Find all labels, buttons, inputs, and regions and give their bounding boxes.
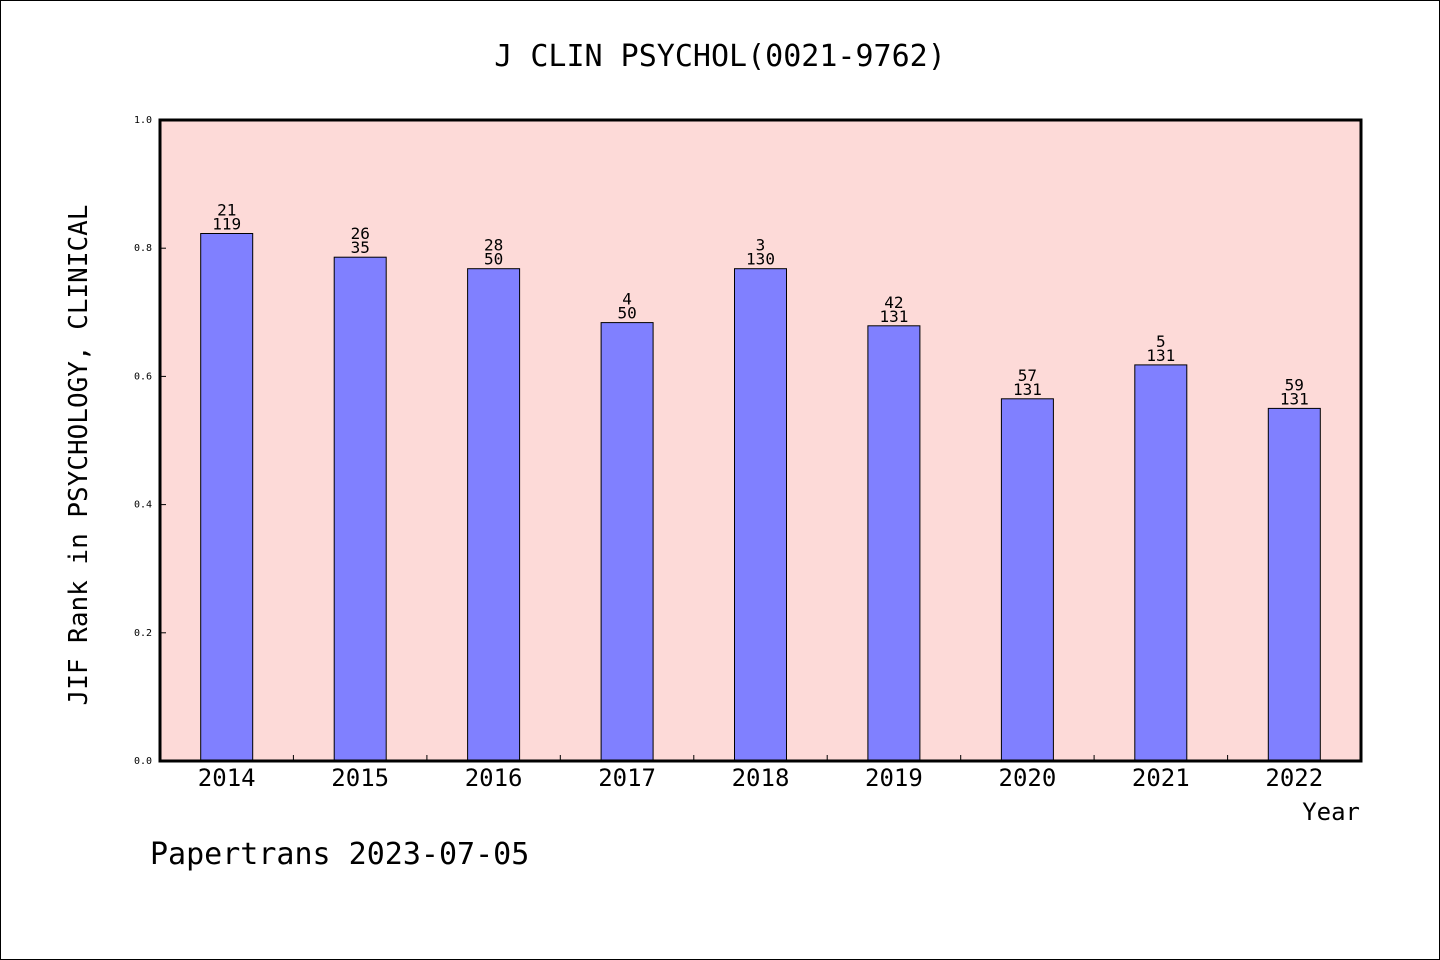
plot-frame xyxy=(158,118,1363,763)
y-tick-label: 0.2 xyxy=(134,628,152,639)
x-tick-label: 2022 xyxy=(1265,764,1323,792)
bar-2016 xyxy=(467,268,521,762)
chart-title: J CLIN PSYCHOL(0021-9762) xyxy=(494,39,946,74)
bar-2018 xyxy=(734,268,787,762)
bar-label-rank: 26 xyxy=(351,224,370,243)
bar-2022 xyxy=(1267,407,1321,762)
bar-label-rank: 57 xyxy=(1018,366,1037,385)
bar-label-rank: 4 xyxy=(622,290,632,309)
bar-label-rank: 28 xyxy=(484,236,503,255)
x-axis-label: Year xyxy=(1302,798,1360,826)
y-axis-label: JIF Rank in PSYCHOLOGY, CLINICAL xyxy=(64,205,94,706)
x-tick-label: 2020 xyxy=(999,764,1057,792)
bar-2019 xyxy=(867,325,921,762)
bar-label-total: 131 xyxy=(879,307,908,326)
x-tick-label: 2017 xyxy=(598,764,656,792)
y-tick-label: 0.4 xyxy=(134,500,152,511)
bar-2020 xyxy=(1000,398,1054,762)
bar-label-total: 131 xyxy=(1013,380,1042,399)
bar-2021 xyxy=(1134,364,1188,762)
bar-label-total: 50 xyxy=(617,304,636,323)
x-tick-label: 2015 xyxy=(331,764,389,792)
y-tick-label: 1.0 xyxy=(134,115,152,126)
y-tick-label: 0.8 xyxy=(134,243,152,254)
y-tick-label: 0.0 xyxy=(134,756,152,767)
bar-2015 xyxy=(333,256,387,762)
x-tick-label: 2014 xyxy=(198,764,256,792)
bar-label-rank: 59 xyxy=(1285,375,1304,394)
bar-label-total: 131 xyxy=(1280,389,1309,408)
bar-2014 xyxy=(200,233,254,762)
x-tick-label: 2019 xyxy=(865,764,923,792)
bar-label-total: 50 xyxy=(484,250,503,269)
bar-label-total: 35 xyxy=(351,238,370,257)
bar-label-rank: 5 xyxy=(1156,332,1166,351)
bar-2017 xyxy=(600,322,654,762)
y-axis: 0.0 0.2 0.4 0.6 0.8 1.0 xyxy=(134,115,166,767)
bar-label-rank: 3 xyxy=(756,236,766,255)
x-tick-label: 2018 xyxy=(732,764,790,792)
bar-label-total: 119 xyxy=(212,215,241,234)
x-tick-label: 2016 xyxy=(465,764,523,792)
x-tick-label: 2021 xyxy=(1132,764,1190,792)
y-tick-label: 0.6 xyxy=(134,371,152,382)
x-axis: 2014 2015 2016 2017 2018 2019 2020 2021 2022 xyxy=(198,755,1323,792)
bar-label-total: 130 xyxy=(746,250,775,269)
bar-label-total: 131 xyxy=(1146,346,1175,365)
footer-text: Papertrans 2023-07-05 xyxy=(150,837,529,872)
bar-label-rank: 42 xyxy=(884,293,903,312)
bar-label-rank: 21 xyxy=(217,201,236,220)
